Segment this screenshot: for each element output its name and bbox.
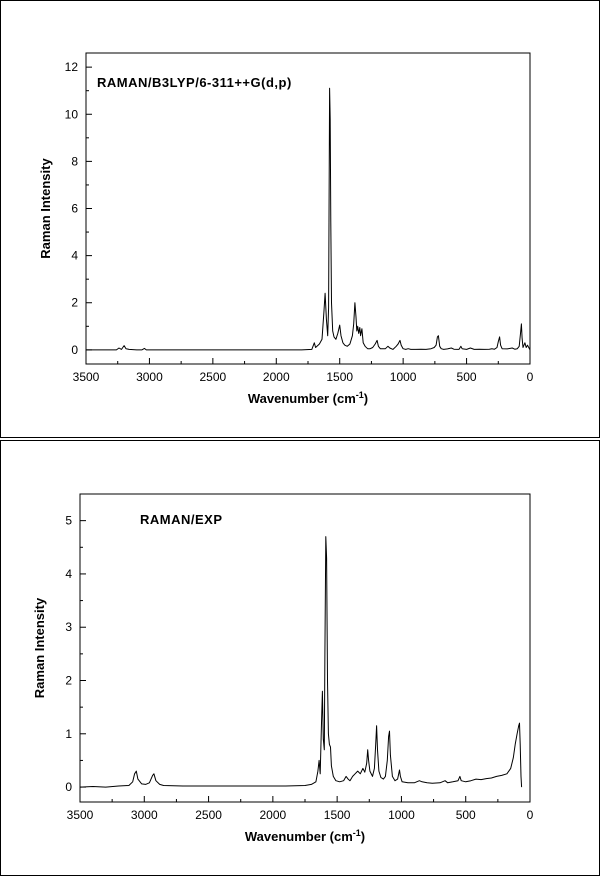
plot-frame [79,493,531,803]
y-tick-label: 0 [65,780,72,794]
x-tick-label: 1500 [326,370,353,384]
spectrum-line [86,87,531,351]
y-axis-title: Raman Intensity [32,597,47,698]
x-tick-label: 1000 [388,808,415,822]
y-tick-label: 5 [65,514,72,528]
y-tick-label: 12 [65,60,79,74]
y-tick-label: 0 [71,343,78,357]
x-tick-label: 3000 [136,370,163,384]
y-tick-label: 4 [65,567,72,581]
x-tick-label: 2000 [263,370,290,384]
x-tick-label: 3500 [73,370,100,384]
y-tick-label: 10 [65,107,79,121]
chart-title: RAMAN/B3LYP/6-311++G(d,p) [97,75,292,90]
y-tick-label: 1 [65,727,72,741]
x-axis-title-tail: ) [364,391,368,406]
x-tick-label: 2500 [200,370,227,384]
x-tick-label: 2000 [260,808,287,822]
x-tick-label: 2500 [195,808,222,822]
top-chart-panel [0,0,600,438]
x-axis-title-main: Wavenumber (cm [245,829,353,844]
y-tick-label: 3 [65,620,72,634]
x-tick-label: 3500 [67,808,94,822]
y-tick-label: 4 [71,249,78,263]
x-axis-title-main: Wavenumber (cm [248,391,356,406]
x-axis-title-tail: ) [361,829,365,844]
chart-simulated-raman: 3500 3000 2500 2000 1500 1000 500 0 0 2 4 6 8 10 12 RAM… [38,52,534,406]
bottom-chart-panel [0,440,600,876]
x-tick-label: 1500 [324,808,351,822]
x-axis-title-sup: -1 [353,828,361,838]
x-tick-label: 1000 [390,370,417,384]
y-tick-label: 6 [71,202,78,216]
spectrum-line [79,536,523,788]
y-tick-label: 2 [71,296,78,310]
y-tick-label: 8 [71,154,78,168]
x-axis-title-sup: -1 [356,390,364,400]
x-tick-label: 0 [527,808,534,822]
x-tick-label: 0 [527,370,534,384]
x-axis-title: Wavenumber (cm-1) [245,828,365,844]
y-axis-title: Raman Intensity [38,158,53,259]
x-tick-label: 500 [457,370,477,384]
x-axis-title: Wavenumber (cm-1) [248,390,368,406]
plot-frame [85,52,531,365]
chart-title: RAMAN/EXP [140,512,223,527]
chart-experimental-raman: 3500 3000 2500 2000 1500 1000 500 0 0 1 2 3 4 5 RAMAN/… [32,493,534,844]
x-tick-label: 500 [456,808,476,822]
y-tick-label: 2 [65,674,72,688]
x-tick-label: 3000 [131,808,158,822]
